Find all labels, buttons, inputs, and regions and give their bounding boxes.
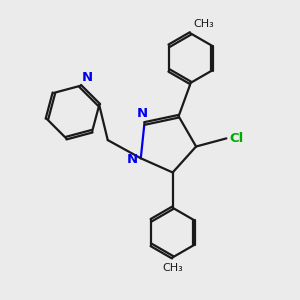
Text: N: N (127, 153, 138, 167)
Text: Cl: Cl (229, 132, 243, 145)
Text: N: N (137, 106, 148, 119)
Text: N: N (82, 71, 93, 84)
Text: CH₃: CH₃ (194, 20, 214, 29)
Text: CH₃: CH₃ (162, 263, 183, 273)
